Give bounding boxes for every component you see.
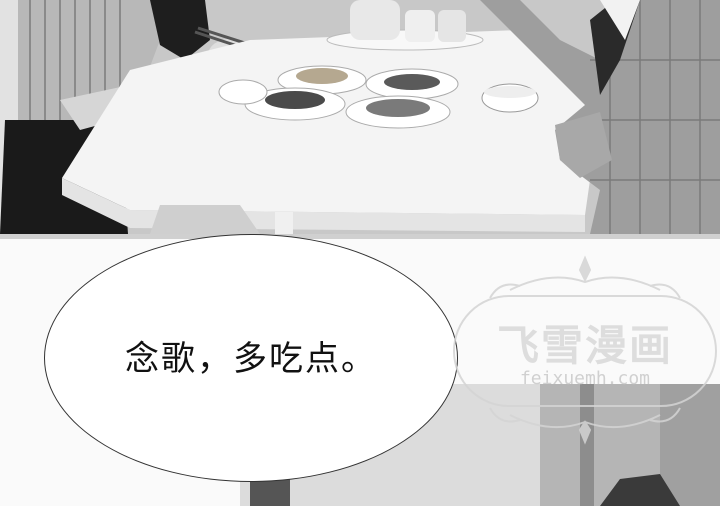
dining-scene-illustration [0, 0, 720, 234]
watermark-url: feixuemh.com [519, 368, 651, 389]
speech-bubble-text: 念歌，多吃点。 [125, 338, 377, 379]
watermark: 飞雪漫画 feixuemh.com [450, 250, 720, 450]
panel-divider [0, 234, 720, 239]
watermark-ornament-frame [453, 255, 717, 445]
comic-panel-dining [0, 0, 720, 234]
speech-bubble: 念歌，多吃点。 [44, 234, 458, 482]
watermark-title: 飞雪漫画 [496, 321, 673, 370]
